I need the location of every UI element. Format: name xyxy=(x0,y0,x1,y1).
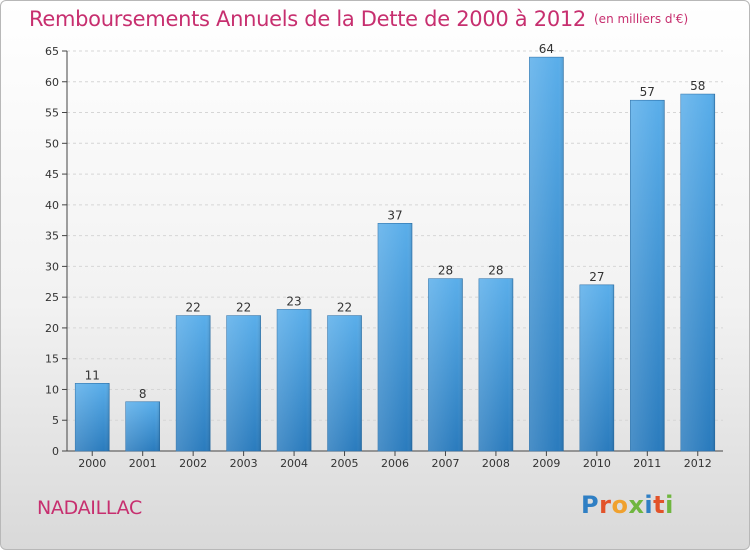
bar-shade xyxy=(277,309,312,451)
bar-shade xyxy=(125,401,160,451)
x-tick-label: 2002 xyxy=(179,457,207,470)
data-label: 27 xyxy=(589,270,604,284)
logo-letter: t xyxy=(653,491,666,519)
x-tick-label: 2005 xyxy=(331,457,359,470)
data-label: 58 xyxy=(690,79,705,93)
data-label: 22 xyxy=(337,301,352,315)
x-tick-label: 2012 xyxy=(684,457,712,470)
logo-letter: x xyxy=(628,491,645,519)
y-tick-label: 40 xyxy=(45,199,59,212)
y-tick-label: 45 xyxy=(45,168,59,181)
y-tick-label: 60 xyxy=(45,76,59,89)
bar-shade xyxy=(226,315,261,451)
chart-title: Remboursements Annuels de la Dette de 20… xyxy=(29,7,688,31)
y-tick-label: 35 xyxy=(45,230,59,243)
y-tick-label: 10 xyxy=(45,383,59,396)
x-tick-label: 2008 xyxy=(482,457,510,470)
x-tick-label: 2000 xyxy=(78,457,106,470)
bar-shade xyxy=(176,315,211,451)
bar-shade xyxy=(378,223,412,451)
bar-shade xyxy=(327,315,362,451)
x-tick-label: 2004 xyxy=(280,457,308,470)
x-tick-label: 2006 xyxy=(381,457,409,470)
axes: 0 5 10 15 20 25 30 35 40 45 50 55 60 65 2000 2001 2002 20… xyxy=(45,45,723,470)
bar-shade xyxy=(579,284,614,451)
logo-letter: o xyxy=(611,491,629,519)
logo-letter: i xyxy=(665,491,674,519)
y-tick-label: 15 xyxy=(45,353,59,366)
bar-shade xyxy=(428,278,463,451)
data-label: 22 xyxy=(236,301,251,315)
commune-name: NADAILLAC xyxy=(37,497,142,519)
x-tick-label: 2007 xyxy=(431,457,459,470)
y-tick-label: 65 xyxy=(45,45,59,58)
bar-shade xyxy=(680,94,715,452)
x-tick-label: 2001 xyxy=(129,457,157,470)
x-tick-label: 2011 xyxy=(633,457,661,470)
y-tick-label: 50 xyxy=(45,137,59,150)
chart-subtitle: (en milliers d'€) xyxy=(594,12,689,26)
data-label: 57 xyxy=(640,85,655,99)
y-tick-label: 0 xyxy=(52,445,59,458)
x-tick-label: 2003 xyxy=(230,457,258,470)
data-label: 8 xyxy=(139,387,147,401)
y-tick-label: 30 xyxy=(45,260,59,273)
x-tick-label: 2010 xyxy=(583,457,611,470)
logo-letter: P xyxy=(581,491,600,519)
data-label: 23 xyxy=(286,294,301,308)
bars: 11 8 22 22 23 22 37 28 28 64 27 57 58 xyxy=(74,42,716,452)
x-tick-label: 2009 xyxy=(532,457,560,470)
bar-shade xyxy=(75,383,110,451)
data-label: 11 xyxy=(85,368,100,382)
chart-title-text: Remboursements Annuels de la Dette de 20… xyxy=(29,7,586,31)
data-label: 37 xyxy=(387,208,402,222)
y-tick-label: 5 xyxy=(52,414,59,427)
logo-letter: r xyxy=(599,491,612,519)
y-tick-label: 25 xyxy=(45,291,59,304)
bar-shade xyxy=(630,100,665,451)
data-label: 28 xyxy=(438,264,453,278)
data-label: 28 xyxy=(488,264,503,278)
logo-letter: i xyxy=(644,491,654,519)
bar-shade xyxy=(478,278,513,451)
y-tick-label: 20 xyxy=(45,322,59,335)
data-label: 64 xyxy=(539,42,554,56)
data-label: 22 xyxy=(186,301,201,315)
proxiti-logo: Proxiti xyxy=(581,491,674,519)
y-tick-label: 55 xyxy=(45,107,59,120)
bar-shade xyxy=(529,57,564,452)
